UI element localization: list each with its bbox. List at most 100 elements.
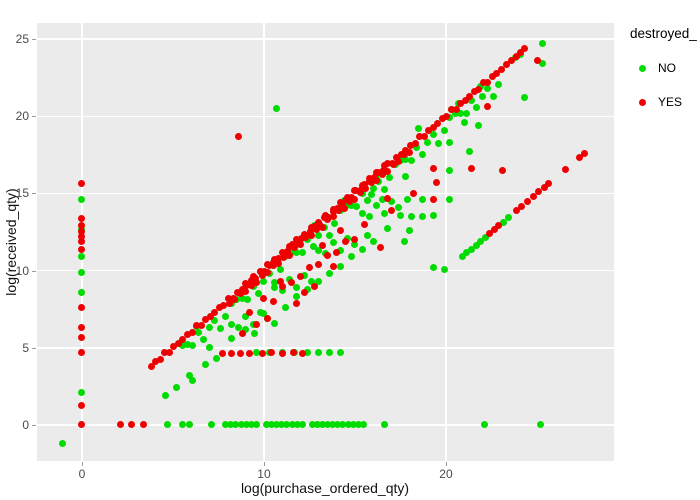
data-point-no [326, 348, 333, 356]
data-point-no [227, 335, 235, 343]
data-point-yes [227, 349, 235, 357]
data-point-yes [78, 304, 86, 312]
data-point-yes [329, 213, 337, 221]
data-point-yes [236, 349, 244, 357]
data-point-no [293, 421, 301, 429]
data-point-no [278, 287, 286, 295]
gridline-x-10 [263, 23, 265, 461]
data-point-yes [409, 189, 417, 197]
data-point-yes [264, 268, 272, 276]
data-point-yes [225, 299, 233, 307]
data-point-yes [335, 206, 343, 214]
data-point-no [202, 361, 210, 369]
data-point-no [477, 237, 485, 245]
data-point-no [349, 421, 357, 429]
data-point-yes [287, 279, 295, 287]
data-point-yes [253, 279, 261, 287]
data-point-no [467, 245, 475, 253]
data-point-yes [452, 105, 460, 113]
data-point-no [347, 202, 355, 210]
data-point-yes [512, 52, 520, 60]
data-point-no [334, 421, 342, 429]
data-point-yes [429, 165, 437, 173]
data-point-yes [156, 356, 164, 364]
data-point-no [384, 225, 392, 233]
data-point-no [315, 277, 323, 285]
legend-item-no: NO [639, 61, 700, 75]
data-point-yes [305, 264, 313, 272]
data-point-yes [197, 321, 205, 329]
data-point-no [380, 421, 388, 429]
data-point-yes [78, 333, 86, 341]
data-point-yes [249, 273, 257, 281]
data-point-no [387, 197, 395, 205]
data-point-yes [202, 315, 210, 323]
data-point-no [255, 289, 263, 297]
data-point-yes [580, 149, 588, 157]
data-point-yes [561, 166, 569, 173]
data-point-yes [402, 146, 410, 154]
data-point-no [278, 421, 286, 429]
data-point-no [457, 109, 465, 117]
data-point-no [189, 342, 197, 350]
data-point-no [185, 421, 193, 429]
data-point-yes [389, 160, 397, 168]
data-point-yes [307, 223, 315, 231]
data-point-yes [179, 335, 187, 343]
data-point-yes [324, 216, 332, 224]
data-point-no [440, 127, 448, 135]
data-point-no [406, 226, 414, 234]
data-point-yes [315, 218, 323, 226]
data-point-yes [311, 282, 319, 290]
data-point-no [378, 196, 386, 204]
data-point-yes [447, 106, 455, 114]
data-point-no [329, 238, 337, 246]
data-point-no [520, 94, 528, 102]
data-point-yes [188, 329, 196, 337]
data-point-yes [264, 260, 272, 268]
y-tick-label-20: 20 [15, 109, 29, 124]
data-point-no [418, 213, 426, 221]
data-point-no [331, 220, 339, 228]
data-point-no [446, 138, 454, 146]
data-point-yes [170, 342, 178, 350]
data-point-no [407, 213, 415, 221]
y-tick-mark-20 [32, 116, 36, 118]
data-point-no [178, 421, 186, 429]
data-point-yes [245, 308, 253, 316]
data-point-no [429, 131, 437, 139]
data-point-yes [356, 188, 364, 196]
data-point-yes [438, 114, 446, 122]
data-point-no [273, 105, 281, 113]
data-point-yes [278, 282, 286, 290]
data-point-no [185, 372, 193, 380]
data-point-yes [322, 211, 330, 219]
data-point-no [293, 284, 301, 292]
data-point-no [400, 237, 408, 245]
data-point-no [354, 421, 362, 429]
data-point-no [162, 392, 170, 400]
data-point-yes [498, 65, 505, 73]
data-point-yes [513, 206, 521, 214]
gridline-y-5 [37, 347, 614, 349]
data-point-yes [351, 236, 359, 244]
y-tick-mark-0 [32, 425, 36, 427]
data-point-yes [486, 230, 494, 238]
data-point-yes [470, 87, 478, 95]
data-point-yes [367, 178, 375, 186]
data-point-no [242, 421, 250, 429]
data-point-yes [140, 421, 148, 429]
data-point-no [263, 421, 271, 429]
data-point-no [424, 138, 432, 146]
data-point-yes [484, 103, 492, 111]
data-point-yes [407, 141, 414, 149]
legend-item-yes: YES [639, 95, 700, 109]
data-point-no [484, 84, 492, 92]
data-point-yes [313, 226, 321, 234]
data-point-no [315, 348, 323, 356]
y-tick-label-0: 0 [22, 418, 29, 433]
data-point-yes [495, 222, 503, 230]
data-point-yes [78, 227, 86, 235]
data-point-no [499, 218, 507, 226]
data-point-no [189, 376, 197, 384]
